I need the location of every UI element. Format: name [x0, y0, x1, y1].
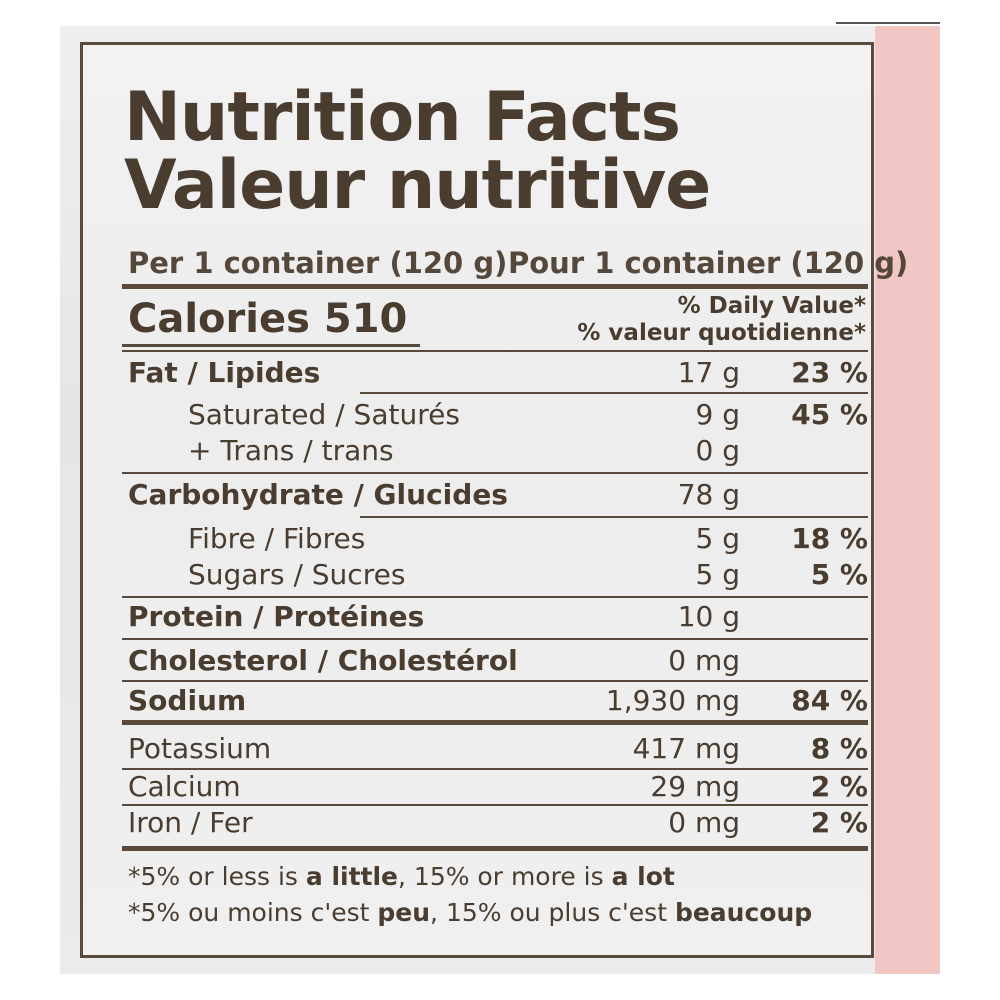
nutrient-label-iron: Iron / Fer	[128, 806, 253, 839]
package-photo-background	[60, 26, 940, 974]
calories-divider	[122, 350, 868, 352]
row-divider	[360, 516, 868, 518]
nutrient-dv-fat: 23 %	[791, 356, 868, 389]
footnote-english: *5% or less is a little, 15% or more is …	[128, 862, 675, 891]
package-edge-line	[836, 22, 940, 24]
row-divider	[122, 596, 868, 598]
daily-value-header-english: % Daily Value*	[677, 293, 866, 319]
row-divider	[122, 472, 868, 474]
nutrient-label-carbohydrate: Carbohydrate / Glucides	[128, 478, 508, 511]
calories-underline	[122, 344, 420, 347]
nutrient-amount-sodium: 1,930 mg	[605, 684, 740, 717]
row-divider	[122, 804, 868, 806]
nutrient-amount-fibre: 5 g	[695, 522, 741, 555]
title-french: Valeur nutritive	[124, 146, 711, 225]
footnote-french: *5% ou moins c'est peu, 15% ou plus c'es…	[128, 898, 813, 927]
nutrient-amount-sugars: 5 g	[695, 558, 741, 591]
nutrient-amount-calcium: 29 mg	[650, 770, 740, 803]
package-pink-edge	[875, 26, 940, 974]
row-divider	[122, 680, 868, 682]
footnote-divider	[122, 846, 868, 851]
nutrient-dv-saturated: 45 %	[791, 398, 868, 431]
nutrient-amount-potassium: 417 mg	[632, 732, 740, 765]
nutrient-amount-iron: 0 mg	[668, 806, 740, 839]
nutrient-label-saturated: Saturated / Saturés	[188, 398, 460, 431]
nutrient-dv-sodium: 84 %	[791, 684, 868, 717]
row-divider	[360, 392, 868, 394]
nutrient-label-protein: Protein / Protéines	[128, 600, 425, 633]
nutrient-amount-trans: 0 g	[695, 434, 741, 467]
nutrient-label-calcium: Calcium	[128, 770, 241, 803]
nutrient-label-sodium: Sodium	[128, 684, 247, 717]
calories-label: Calories 510	[128, 296, 408, 342]
row-divider	[122, 638, 868, 640]
calories-value: 510	[323, 296, 408, 342]
nutrient-label-potassium: Potassium	[128, 732, 272, 765]
serving-size-english: Per 1 container (120 g)	[128, 246, 508, 280]
nutrient-label-sugars: Sugars / Sucres	[188, 558, 406, 591]
nutrient-dv-potassium: 8 %	[810, 732, 868, 765]
nutrient-label-fibre: Fibre / Fibres	[188, 522, 366, 555]
nutrient-dv-iron: 2 %	[810, 806, 868, 839]
nutrient-label-cholesterol: Cholesterol / Cholestérol	[128, 644, 518, 677]
nutrient-label-trans: + Trans / trans	[188, 434, 394, 467]
nutrient-amount-cholesterol: 0 mg	[668, 644, 740, 677]
nutrient-label-fat: Fat / Lipides	[128, 356, 321, 389]
row-divider	[122, 768, 868, 770]
daily-value-header-french: % valeur quotidienne*	[577, 320, 866, 346]
nutrient-amount-protein: 10 g	[677, 600, 740, 633]
nutrient-dv-fibre: 18 %	[791, 522, 868, 555]
nutrient-amount-carbohydrate: 78 g	[677, 478, 740, 511]
nutrient-amount-saturated: 9 g	[695, 398, 741, 431]
serving-size-french: Pour 1 container (120 g)	[508, 246, 909, 280]
nutrient-dv-calcium: 2 %	[810, 770, 868, 803]
title-english: Nutrition Facts	[124, 78, 681, 157]
serving-divider	[122, 284, 868, 289]
nutrient-amount-fat: 17 g	[677, 356, 740, 389]
nutrient-dv-sugars: 5 %	[810, 558, 868, 591]
vitamins-divider	[122, 720, 868, 725]
